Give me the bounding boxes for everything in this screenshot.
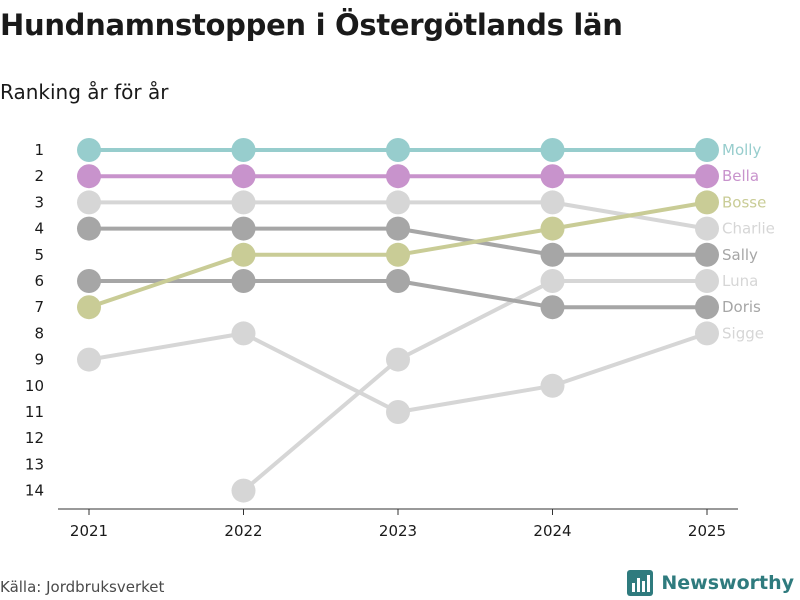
y-tick-label: 4 <box>34 220 44 238</box>
point-charlie[interactable] <box>231 190 256 215</box>
point-doris[interactable] <box>695 295 719 320</box>
source-note: Källa: Jordbruksverket <box>0 578 165 596</box>
chart-title: Hundnamnstoppen i Östergötlands län <box>0 8 623 42</box>
x-tick-label: 2024 <box>533 522 571 540</box>
point-bosse[interactable] <box>77 295 101 320</box>
brand[interactable]: Newsworthy <box>627 570 794 596</box>
point-bosse[interactable] <box>695 190 719 215</box>
point-bella[interactable] <box>695 164 719 189</box>
point-doris[interactable] <box>231 269 256 293</box>
point-molly[interactable] <box>77 138 101 162</box>
y-tick-label: 8 <box>34 324 44 342</box>
point-sally[interactable] <box>386 216 410 241</box>
series-points <box>77 138 719 503</box>
point-sally[interactable] <box>231 216 256 241</box>
x-tick-label: 2023 <box>379 522 417 540</box>
y-tick-label: 10 <box>25 377 44 395</box>
brand-name: Newsworthy <box>661 572 794 594</box>
y-tick-label: 9 <box>34 351 44 369</box>
point-luna[interactable] <box>231 478 256 503</box>
end-label-charlie: Charlie <box>722 220 775 238</box>
series-line-luna <box>242 279 707 493</box>
point-doris[interactable] <box>77 269 101 293</box>
end-label-luna: Luna <box>722 272 758 290</box>
point-bosse[interactable] <box>231 242 256 267</box>
y-tick-label: 5 <box>34 246 44 264</box>
end-label-molly: Molly <box>722 141 761 159</box>
point-molly[interactable] <box>540 138 565 162</box>
point-sigge[interactable] <box>231 321 256 346</box>
point-sigge[interactable] <box>386 400 410 424</box>
point-doris[interactable] <box>386 269 410 293</box>
y-tick-label: 11 <box>25 403 44 421</box>
end-label-sigge: Sigge <box>722 324 764 342</box>
point-sally[interactable] <box>540 242 565 267</box>
point-luna[interactable] <box>540 269 565 293</box>
x-tick-label: 2025 <box>688 522 726 540</box>
y-tick-label: 14 <box>25 482 44 500</box>
end-label-bosse: Bosse <box>722 193 766 211</box>
point-molly[interactable] <box>386 138 410 162</box>
y-tick-label: 6 <box>34 272 44 290</box>
bar-chart-logo-icon <box>627 570 654 596</box>
end-label-bella: Bella <box>722 167 759 185</box>
end-label-doris: Doris <box>722 298 761 316</box>
point-charlie[interactable] <box>77 190 101 215</box>
chart-subtitle: Ranking år för år <box>0 80 169 104</box>
x-tick-label: 2022 <box>224 522 262 540</box>
y-tick-label: 1 <box>34 141 44 159</box>
point-bosse[interactable] <box>540 216 565 241</box>
y-tick-label: 2 <box>34 167 44 185</box>
point-molly[interactable] <box>695 138 719 162</box>
series-end-labels: Charlie Sally Luna Doris Sigge Molly Bella Boss… <box>722 141 775 342</box>
point-bella[interactable] <box>386 164 410 189</box>
point-doris[interactable] <box>540 295 565 320</box>
point-sigge[interactable] <box>695 321 719 346</box>
x-tick-label: 2021 <box>70 522 108 540</box>
point-sigge[interactable] <box>77 347 101 372</box>
y-tick-label: 7 <box>34 298 44 316</box>
point-bella[interactable] <box>540 164 565 189</box>
point-luna[interactable] <box>695 269 719 293</box>
y-tick-label: 12 <box>25 429 44 447</box>
point-sigge[interactable] <box>540 373 565 398</box>
point-molly[interactable] <box>231 138 256 162</box>
y-tick-label: 13 <box>25 455 44 473</box>
point-sally[interactable] <box>77 216 101 241</box>
point-sally[interactable] <box>695 242 719 267</box>
point-bosse[interactable] <box>386 242 410 267</box>
end-label-sally: Sally <box>722 246 758 264</box>
point-charlie[interactable] <box>695 216 719 241</box>
y-tick-label: 3 <box>34 193 44 211</box>
point-bella[interactable] <box>231 164 256 189</box>
point-bella[interactable] <box>77 164 101 189</box>
x-axis-ticks: 2021 2022 2023 2024 2025 <box>70 509 726 540</box>
point-luna[interactable] <box>386 347 410 372</box>
point-charlie[interactable] <box>386 190 410 215</box>
point-charlie[interactable] <box>540 190 565 215</box>
